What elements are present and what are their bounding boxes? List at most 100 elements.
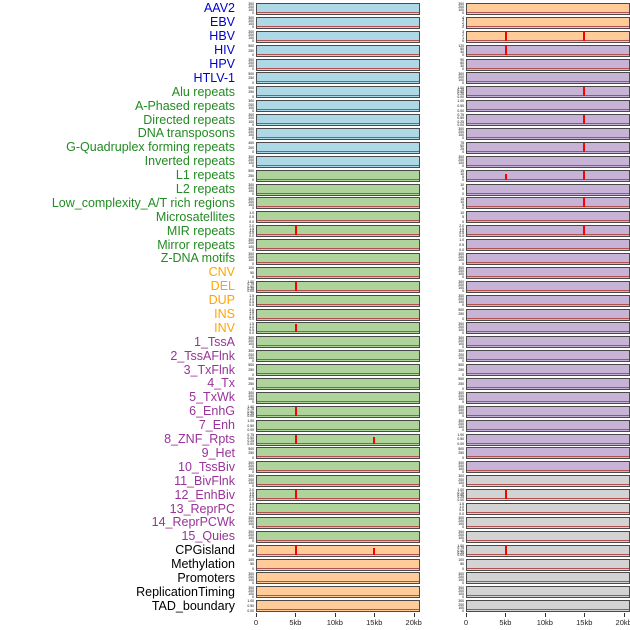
baseline-trace	[467, 539, 629, 541]
track-row: Methylation 100 50 0 100 50 0	[2, 558, 630, 572]
y-tick-label: 250	[248, 367, 254, 372]
y-tick-label: 200	[248, 199, 254, 204]
y-tick-label: 0.5	[249, 495, 254, 500]
right-panel-yaxis: 300 200 100 0	[420, 280, 466, 294]
left-panel-yaxis: 2.0 1.5 1.0 0.5 0.0	[240, 308, 256, 321]
right-panel-yaxis: 300 200 100 0	[420, 350, 466, 363]
y-tick-label: 1.5	[249, 226, 254, 231]
y-tick-label: 0.25	[247, 411, 254, 416]
y-tick-label: 100	[248, 22, 254, 27]
y-tick-label: 0.5	[459, 231, 464, 236]
left-track-panel	[256, 294, 420, 307]
y-tick-label: 100	[458, 411, 464, 416]
right-track-panel	[466, 266, 630, 279]
left-track-panel	[256, 280, 420, 293]
left-panel-yaxis: 1.00 0.50 0.00	[240, 600, 256, 613]
y-tick-label: 0.0	[249, 511, 254, 516]
y-tick-label: 300	[248, 252, 254, 257]
y-tick-label: 100	[458, 591, 464, 596]
track-label: 2_TssAFlnk	[170, 349, 235, 363]
y-tick-label: 100	[458, 536, 464, 541]
y-tick-label: 300	[248, 154, 254, 159]
signal-spike	[372, 547, 376, 555]
y-tick-label: 0.75	[457, 113, 464, 118]
y-tick-label: 250	[458, 367, 464, 372]
track-row: 1_TssA 300 200 100 0 300 200 100 0	[2, 335, 630, 349]
baseline-trace	[257, 289, 419, 291]
left-panel-yaxis: 500 250 0	[240, 72, 256, 85]
baseline-trace	[467, 178, 629, 180]
y-tick-label: 0.50	[457, 104, 464, 109]
signal-spike	[294, 406, 298, 416]
y-tick-label: 500	[248, 363, 254, 368]
y-tick-label: 300	[458, 154, 464, 159]
y-tick-label: 300	[248, 29, 254, 34]
y-tick-label: 0.5	[459, 508, 464, 513]
y-tick-label: 300	[458, 2, 464, 7]
y-tick-label: 200	[458, 296, 464, 301]
y-tick-label: 0	[462, 567, 464, 572]
track-rows-container: AAV2 300 200 100 0 300 200 100 0 EBV 300 200 100 0 4 3 2…	[2, 2, 630, 613]
track-row: HPV 300 200 100 0 90 60 30 0	[2, 58, 630, 72]
y-tick-label: 300	[248, 335, 254, 340]
baseline-trace	[257, 234, 419, 236]
baseline-trace	[257, 317, 419, 319]
right-track-panel	[466, 461, 630, 474]
baseline-trace	[257, 39, 419, 41]
y-tick-label: 100	[248, 202, 254, 207]
signal-spike	[504, 545, 508, 555]
track-row: HIV 500 250 0 120 80 40 0	[2, 44, 630, 58]
y-tick-label: 0	[252, 469, 254, 474]
track-row: TAD_boundary 1.00 0.50 0.00 300 200 100 0	[2, 599, 630, 613]
left-panel-yaxis: 300 200 100 0	[240, 586, 256, 599]
right-track-panel	[466, 280, 630, 293]
track-label: 3_TxFlnk	[183, 363, 235, 377]
left-panel-yaxis: 300 200 100 0	[240, 154, 256, 168]
left-panel-yaxis: 300 200 100 0	[240, 127, 256, 140]
xtick-mark	[256, 613, 257, 617]
signal-spike	[582, 142, 586, 152]
y-tick-label: 0.0	[249, 497, 254, 502]
right-track-panel	[466, 572, 630, 585]
right-track-panel	[466, 433, 630, 446]
y-tick-label: 0.00	[457, 122, 464, 127]
y-tick-label: 300	[458, 418, 464, 423]
right-panel-yaxis: 15 10 5 0	[420, 197, 466, 210]
track-row: ReplicationTiming 300 200 100 0 300 200 100 0	[2, 585, 630, 599]
right-panel-yaxis: 1.00 0.50 0.00	[420, 433, 466, 446]
y-tick-label: 3	[462, 18, 464, 23]
xtick-mark	[544, 613, 546, 617]
y-tick-label: 0.5	[249, 215, 254, 220]
y-tick-label: 0	[252, 483, 254, 488]
y-tick-label: 0	[462, 261, 464, 266]
y-tick-label: 300	[458, 405, 464, 410]
y-tick-label: 1.0	[459, 238, 464, 243]
baseline-trace	[257, 331, 419, 333]
y-tick-label: 0	[252, 525, 254, 530]
baseline-trace	[467, 400, 629, 402]
track-label: Mirror repeats	[157, 238, 235, 252]
left-track-panel	[256, 447, 420, 460]
y-tick-label: 200	[248, 102, 254, 107]
right-track-panel	[466, 419, 630, 432]
y-tick-label: 0.25	[457, 92, 464, 97]
right-track-panel	[466, 503, 630, 515]
y-tick-label: 1.00	[457, 543, 464, 548]
y-tick-label: 200	[248, 477, 254, 482]
baseline-trace	[467, 53, 629, 55]
y-tick-label: 0	[462, 289, 464, 294]
y-tick-label: 200	[248, 533, 254, 538]
y-tick-label: 100	[458, 258, 464, 263]
right-track-panel	[466, 544, 630, 557]
baseline-trace	[467, 289, 629, 291]
y-tick-label: 0.00	[247, 428, 254, 433]
y-tick-label: 300	[458, 127, 464, 132]
y-tick-label: 0.00	[457, 108, 464, 113]
y-tick-label: 50	[250, 562, 254, 567]
baseline-trace	[467, 81, 629, 83]
track-label: HBV	[209, 30, 235, 44]
track-label: 1_TssA	[194, 335, 235, 349]
baseline-trace	[467, 275, 629, 277]
y-tick-label: 0	[462, 192, 464, 197]
y-tick-label: 10	[460, 210, 464, 215]
